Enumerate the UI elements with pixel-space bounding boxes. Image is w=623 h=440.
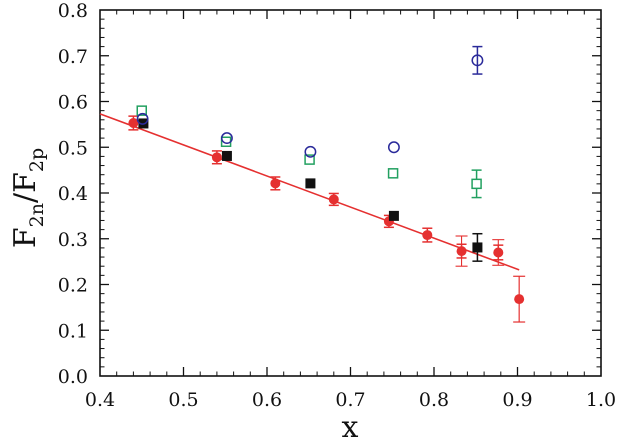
y-tick-label: 0.4	[58, 183, 88, 205]
x-tick-label: 1.0	[586, 389, 616, 411]
blue-open-circle-point	[304, 145, 317, 158]
y-tick-label: 0.0	[58, 366, 88, 388]
y-label-f-denominator: F	[8, 172, 43, 193]
y-tick-label: 0.8	[58, 0, 88, 22]
y-label-sub-numerator: 2n	[26, 203, 48, 227]
red-circle-point	[211, 152, 222, 163]
x-axis-label: x	[342, 410, 359, 440]
y-tick-label: 0.2	[58, 275, 88, 297]
x-tick-label: 0.9	[502, 389, 532, 411]
blue-open-circle-point	[136, 112, 149, 125]
black-square-point	[305, 178, 316, 189]
x-tick-label: 0.6	[252, 389, 282, 411]
y-label-slash: /	[8, 192, 43, 203]
red-circle-point	[493, 247, 504, 258]
fit-line	[99, 113, 520, 271]
red-circle-point	[128, 118, 139, 129]
red-circle-point	[270, 178, 281, 189]
y-tick-label: 0.7	[58, 46, 88, 68]
fit-line-group	[99, 113, 520, 271]
blue-open-circle-point	[387, 141, 400, 154]
green-open-square-point	[136, 105, 147, 116]
x-tick-label: 0.7	[335, 389, 365, 411]
y-tick-label: 0.1	[58, 320, 88, 342]
red-circle-point	[514, 294, 525, 305]
plot-area	[99, 9, 602, 377]
axis-ticks: 0.4 0.5 0.6 0.7 0.8 0.9 1.0 0.0 0.1 0.2 0.3 0.4 0.5 0…	[58, 0, 616, 411]
red-circle-point	[422, 230, 433, 241]
x-tick-label: 0.5	[168, 389, 198, 411]
plot-frame	[99, 9, 602, 377]
y-axis-label: F2n/F2p	[8, 148, 48, 248]
green-open-square-point	[471, 178, 482, 190]
green-open-square-point	[387, 168, 399, 179]
x-tick-label: 0.4	[85, 389, 115, 411]
y-label-f-numerator: F	[8, 227, 43, 248]
y-label-sub-denominator: 2p	[26, 148, 48, 172]
data-points	[128, 45, 526, 323]
x-tick-label: 0.8	[419, 389, 449, 411]
green-open-square-point	[304, 154, 315, 165]
blue-open-circle-point	[220, 132, 233, 145]
y-tick-label: 0.5	[58, 137, 88, 159]
blue-open-circle-point	[471, 54, 484, 67]
red-circle-point	[456, 246, 467, 257]
y-tick-label: 0.6	[58, 92, 88, 114]
black-square-point	[472, 242, 483, 253]
y-tick-label: 0.3	[58, 229, 88, 251]
red-circle-point	[328, 194, 339, 205]
black-square-point	[388, 210, 399, 221]
black-square-point	[221, 150, 232, 161]
